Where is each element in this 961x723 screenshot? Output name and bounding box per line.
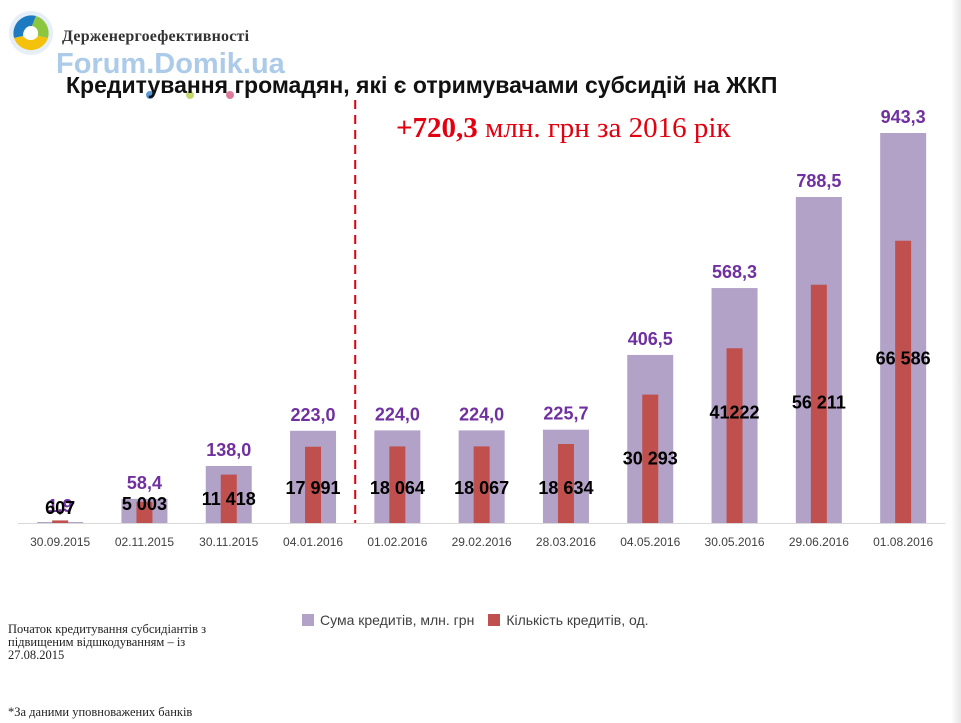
bar-count — [557, 444, 574, 523]
data-label-count: 607 — [45, 498, 75, 518]
watermark: Forum.Domik.ua — [56, 48, 285, 80]
data-label-sum: 788,5 — [796, 171, 841, 191]
data-label-count: 56 211 — [792, 393, 846, 413]
data-label-count: 18 064 — [370, 478, 425, 498]
data-label-count: 30 293 — [623, 449, 678, 469]
data-label-sum: 406,5 — [628, 329, 673, 349]
bar-count — [642, 394, 659, 523]
footnote-start: Початок кредитування субсидіантів з підв… — [8, 622, 207, 662]
footnote-source: *За даними уповноважених банків — [8, 705, 193, 719]
chart-legend: Сума кредитів, млн. грн Кількість кредит… — [302, 612, 663, 628]
x-tick-label: 29.02.2016 — [452, 535, 512, 549]
x-tick-label: 28.03.2016 — [536, 535, 596, 549]
data-label-count: 11 418 — [202, 489, 256, 509]
data-label-sum: 58,4 — [127, 473, 162, 493]
page-title: Кредитування громадян, які є отримувачам… — [66, 72, 778, 98]
bar-count — [895, 240, 912, 523]
legend-item-sum: Сума кредитів, млн. грн — [302, 612, 474, 628]
bar-count — [389, 446, 406, 523]
bar-count — [220, 474, 237, 523]
legend-label-sum: Сума кредитів, млн. грн — [320, 612, 475, 628]
data-label-count: 5 003 — [122, 494, 167, 514]
bar-count — [726, 348, 743, 523]
data-label-sum: 225,7 — [543, 404, 588, 424]
data-label-count: 18 067 — [454, 478, 509, 498]
x-tick-label: 30.09.2015 — [30, 535, 90, 549]
legend-label-count: Кількість кредитів, од. — [506, 612, 649, 628]
data-label-sum: 943,3 — [881, 107, 926, 127]
organization-name: Держенергоефективності — [62, 28, 250, 45]
highlight-text: млн. грн за 2016 рік — [477, 112, 731, 144]
x-tick-label: 02.11.2015 — [115, 535, 174, 549]
x-tick-label: 04.01.2016 — [283, 535, 343, 549]
legend-swatch-sum — [302, 614, 314, 626]
x-tick-label: 04.05.2016 — [620, 535, 680, 549]
bar-count — [810, 284, 827, 523]
data-label-sum: 223,0 — [291, 405, 336, 425]
agency-logo-icon — [9, 11, 53, 55]
x-tick-label: 30.05.2016 — [705, 535, 765, 549]
bar-count — [52, 520, 69, 523]
bar-count — [136, 501, 153, 523]
x-tick-label: 01.02.2016 — [367, 535, 427, 549]
data-label-count: 18 634 — [538, 478, 593, 498]
highlight-amount: +720,3 — [396, 112, 478, 144]
data-label-count: 41222 — [710, 402, 760, 422]
highlight-total: +720,3 млн. грн за 2016 рік — [396, 112, 731, 145]
x-tick-label: 29.06.2016 — [789, 535, 849, 549]
x-tick-label: 01.08.2016 — [873, 535, 933, 549]
data-label-sum: 1,9 — [48, 496, 73, 516]
data-label-count: 17 991 — [286, 478, 341, 498]
data-label-sum: 568,3 — [712, 262, 757, 282]
legend-item-count: Кількість кредитів, од. — [488, 612, 649, 628]
data-label-sum: 224,0 — [459, 404, 504, 424]
data-label-sum: 224,0 — [375, 404, 420, 424]
data-label-count: 66 586 — [876, 349, 931, 369]
bar-count — [473, 446, 490, 523]
x-tick-label: 30.11.2015 — [199, 535, 258, 549]
data-label-sum: 138,0 — [206, 440, 251, 460]
decorative-dots-icon — [146, 91, 234, 99]
slide-edge-shadow — [951, 0, 961, 723]
legend-swatch-count — [488, 614, 501, 626]
bar-count — [305, 446, 322, 523]
